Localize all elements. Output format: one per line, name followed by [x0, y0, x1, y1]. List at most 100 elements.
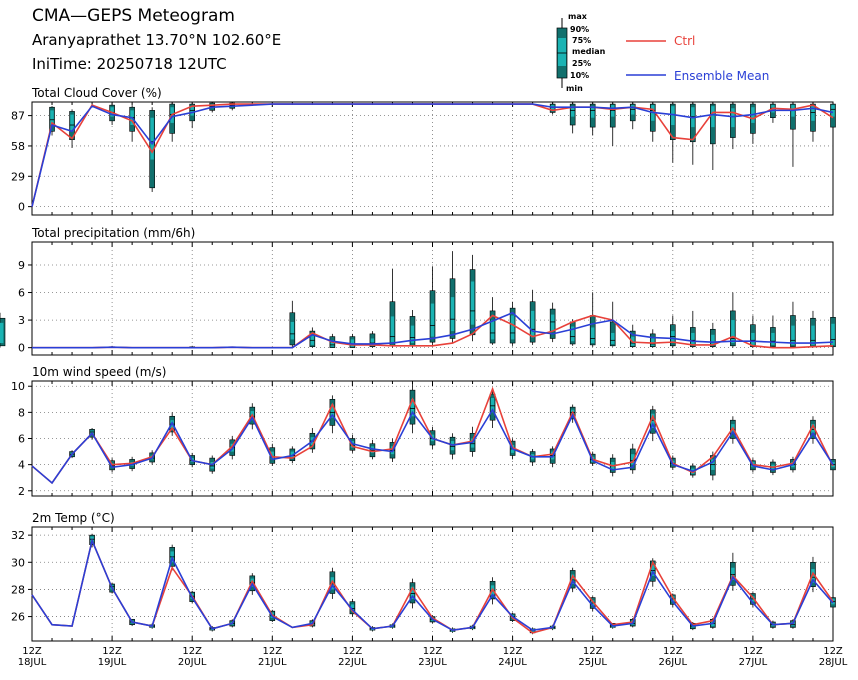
mean-series-line — [31, 537, 834, 631]
box-mark — [730, 292, 736, 348]
panel-title: Total Cloud Cover (%) — [31, 86, 162, 100]
box-mark — [770, 315, 776, 348]
x-tick-label-time: 12Z — [583, 646, 603, 657]
y-tick-label: 2 — [18, 485, 25, 498]
panel-4: 2m Temp (°C) 26 28 30 32 — [11, 511, 836, 642]
box-inner — [731, 567, 735, 580]
box-mark — [449, 251, 456, 344]
y-tick-label: 6 — [18, 287, 25, 300]
x-tick-label-time: 12Z — [343, 646, 363, 657]
init-time-label: IniTime: 20250718 12UTC — [32, 55, 227, 73]
box-mark — [469, 254, 476, 342]
box-mark — [750, 103, 756, 144]
box-mark — [629, 324, 636, 348]
box-mark — [690, 103, 696, 165]
x-tick-label-time: 12Z — [263, 646, 283, 657]
box-inner — [530, 310, 535, 338]
box-inner — [631, 454, 635, 465]
box-mark — [449, 433, 456, 460]
box-inner — [490, 397, 495, 413]
box-inner — [811, 325, 815, 345]
box-inner — [410, 399, 415, 417]
panel-3: 10m wind speed (m/s) 2 4 6 8 10 — [11, 365, 836, 498]
panel-title: Total precipitation (mm/6h) — [31, 226, 195, 240]
box-inner — [811, 106, 815, 121]
legend-box-label: 25% — [572, 59, 591, 68]
x-tick-label-date: 22JUL — [338, 657, 367, 668]
box-inner — [831, 105, 835, 117]
box-mark — [810, 310, 816, 348]
box-inner — [651, 413, 655, 429]
box-inner — [510, 315, 515, 340]
legend: max 90% 75% median 25% 10% min Ctrl Ensemble Mea… — [556, 12, 769, 93]
legend-box-label: max — [568, 12, 588, 21]
y-tick-label: 8 — [18, 406, 25, 419]
box-mark — [549, 103, 556, 115]
ctrl-series-line — [31, 537, 834, 634]
y-tick-label: 6 — [18, 433, 25, 446]
box-inner — [711, 106, 715, 128]
box-inner — [831, 323, 835, 345]
box-inner — [811, 569, 815, 583]
box-mark — [830, 310, 836, 348]
legend-mean-label: Ensemble Mean — [674, 69, 769, 83]
box-inner — [350, 604, 355, 612]
panel-title: 2m Temp (°C) — [32, 511, 115, 525]
y-tick-label: 0 — [18, 342, 25, 355]
x-tick-label-date: 26JUL — [659, 657, 688, 668]
x-tick-label-date: 21JUL — [258, 657, 287, 668]
x-tick-label-date: 19JUL — [98, 657, 127, 668]
mean-series-line — [32, 311, 834, 349]
box-mark — [409, 309, 416, 348]
box-mark — [669, 103, 676, 163]
y-tick-label: 26 — [11, 611, 25, 624]
box-mark — [549, 302, 556, 343]
legend-box-label: 10% — [570, 71, 589, 80]
box-inner — [570, 326, 575, 342]
y-tick-label: 9 — [18, 259, 25, 272]
mean-series-line — [31, 103, 834, 207]
panel-1: Total Cloud Cover (%) 0 29 58 87 — [11, 86, 836, 216]
box-inner — [711, 334, 715, 345]
box-inner — [751, 332, 755, 345]
box-mark — [409, 578, 416, 609]
legend-box-label: median — [572, 47, 606, 56]
legend-ctrl-label: Ctrl — [674, 34, 695, 48]
y-tick-label: 87 — [11, 110, 25, 123]
location-label: Aranyaprathet 13.70°N 102.60°E — [32, 31, 282, 49]
box-mark — [49, 106, 55, 136]
legend-box-label: 90% — [570, 25, 589, 34]
box-mark — [169, 103, 175, 142]
box-inner — [671, 106, 675, 126]
legend-box-inner — [558, 38, 566, 66]
box-mark — [649, 329, 656, 348]
mean-series-line — [31, 408, 834, 485]
panel-title: 10m wind speed (m/s) — [32, 365, 166, 379]
x-tick-label-date: 23JUL — [418, 657, 447, 668]
box-inner — [651, 338, 655, 346]
box-inner — [611, 332, 615, 344]
x-tick-label-date: 18JUL — [18, 657, 47, 668]
y-tick-label: 0 — [18, 201, 25, 214]
x-tick-label-date: 20JUL — [178, 657, 207, 668]
box-mark — [690, 310, 696, 348]
box-inner — [190, 106, 194, 116]
y-tick-label: 58 — [11, 140, 25, 153]
box-inner — [550, 314, 555, 332]
box-mark — [69, 109, 75, 149]
y-tick-label: 30 — [11, 556, 25, 569]
box-inner — [330, 577, 335, 590]
box-inner — [731, 108, 735, 128]
legend-box-label: 75% — [572, 36, 591, 45]
box-inner — [50, 110, 54, 126]
box-mark — [589, 103, 596, 136]
box-inner — [611, 105, 615, 117]
box-inner — [591, 327, 595, 344]
box-mark — [609, 301, 616, 347]
box-mark — [309, 327, 316, 348]
legend-box-label: min — [566, 84, 583, 93]
x-tick-label-time: 12Z — [22, 646, 42, 657]
box-inner — [731, 320, 735, 344]
y-tick-label: 10 — [11, 380, 25, 393]
x-tick-label-date: 28JUL — [819, 657, 848, 668]
